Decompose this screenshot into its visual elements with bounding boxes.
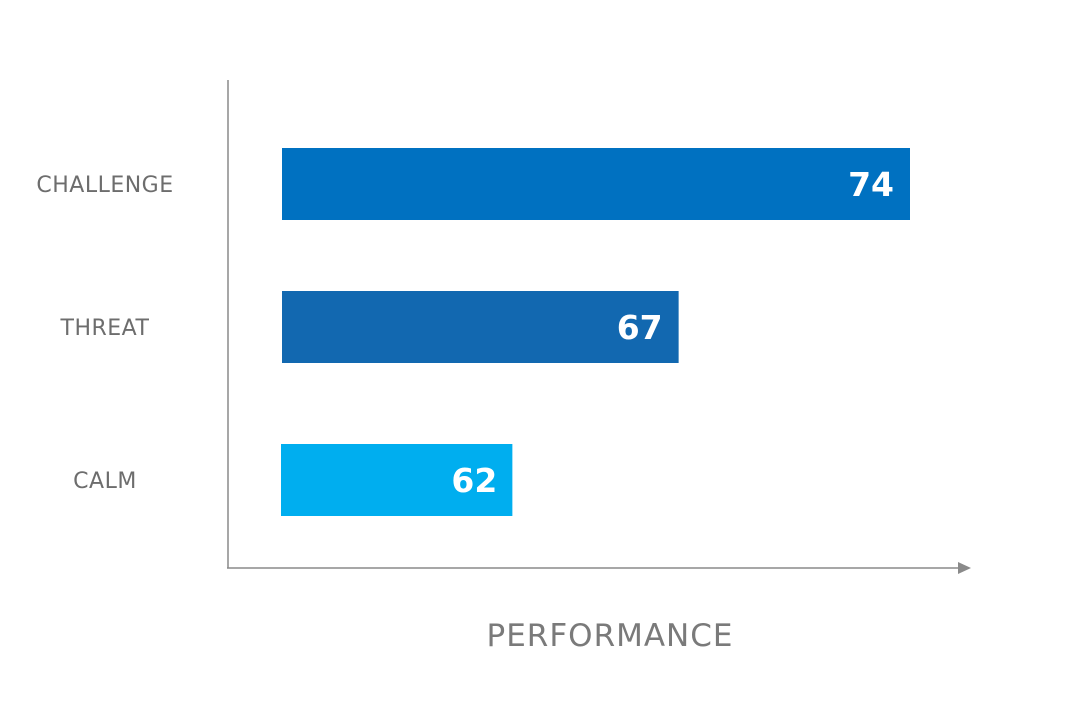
x-axis-title: PERFORMANCE — [487, 618, 734, 654]
x-axis-arrow-icon — [958, 562, 971, 574]
value-label-calm: 62 — [451, 461, 497, 500]
bar-threat — [282, 291, 679, 363]
category-labels: CHALLENGE THREAT CALM — [36, 173, 173, 494]
category-label-calm: CALM — [73, 469, 137, 494]
value-label-challenge: 74 — [848, 165, 894, 204]
category-label-challenge: CHALLENGE — [36, 173, 173, 198]
bar-challenge — [282, 148, 910, 220]
value-label-threat: 67 — [617, 308, 663, 347]
bars-layer: 74 67 62 — [281, 148, 910, 516]
category-label-threat: THREAT — [60, 316, 150, 341]
bar-calm — [281, 444, 513, 516]
